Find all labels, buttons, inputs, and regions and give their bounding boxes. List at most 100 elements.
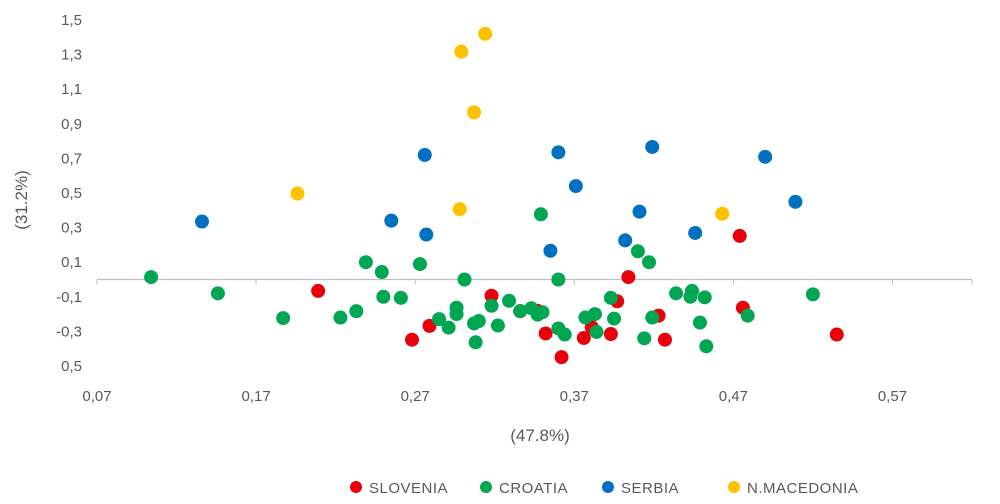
point-slovenia	[405, 332, 419, 347]
point-croatia	[432, 312, 447, 327]
point-croatia	[685, 283, 699, 298]
point-croatia	[669, 286, 684, 301]
point-croatia	[276, 311, 291, 326]
legend: SLOVENIA CROATIA SERBIA N.MACEDONIA	[350, 480, 858, 497]
point-croatia	[533, 207, 548, 222]
point-n-macedonia	[454, 44, 469, 59]
point-slovenia	[311, 283, 326, 298]
point-croatia	[490, 318, 505, 333]
point-croatia	[645, 310, 660, 325]
x-tick-label: 0,47	[719, 388, 748, 405]
point-serbia	[618, 233, 633, 248]
point-croatia	[740, 308, 755, 323]
point-serbia	[568, 179, 583, 194]
point-croatia	[607, 311, 622, 326]
point-slovenia	[732, 228, 747, 243]
point-croatia	[557, 327, 572, 342]
point-slovenia	[538, 326, 553, 341]
point-n-macedonia	[715, 206, 730, 221]
point-croatia	[210, 286, 225, 301]
point-slovenia	[621, 270, 636, 285]
y-tick-label: 1,3	[61, 47, 82, 64]
point-croatia	[393, 290, 408, 305]
y-tick-label: 1,1	[61, 81, 82, 98]
point-croatia	[468, 335, 483, 350]
point-serbia	[551, 145, 566, 160]
point-n-macedonia	[467, 105, 482, 120]
data-points	[144, 26, 844, 365]
point-n-macedonia	[290, 186, 305, 201]
point-n-macedonia	[452, 202, 467, 217]
point-croatia	[587, 307, 602, 322]
point-croatia	[535, 305, 550, 320]
point-croatia	[513, 304, 528, 319]
legend-label-serbia: SERBIA	[621, 480, 679, 497]
legend-label-n-macedonia: N.MACEDONIA	[747, 480, 858, 497]
y-tick-label: 0,5	[61, 358, 82, 375]
legend-label-croatia: CROATIA	[499, 480, 568, 497]
point-serbia	[688, 225, 703, 240]
y-tick-label: 0,9	[61, 116, 82, 133]
point-croatia	[376, 289, 391, 304]
point-serbia	[417, 147, 432, 162]
legend-marker-croatia	[480, 481, 492, 493]
x-tick-label: 0,27	[401, 388, 430, 405]
y-tick-label: 0,1	[61, 254, 82, 271]
point-croatia	[441, 320, 456, 335]
y-tick-label: 0,3	[61, 220, 82, 237]
point-slovenia	[603, 326, 618, 341]
x-tick-label: 0,37	[560, 388, 589, 405]
point-croatia	[589, 324, 604, 339]
x-tick-label: 0,57	[878, 388, 907, 405]
legend-marker-n-macedonia	[728, 481, 740, 493]
point-croatia	[502, 293, 517, 308]
y-tick-label: 0,7	[61, 150, 82, 167]
x-axis-tick-labels: 0,07 0,17 0,27 0,37 0,47 0,57	[82, 388, 907, 405]
point-croatia	[484, 298, 499, 313]
point-croatia	[457, 272, 472, 287]
point-serbia	[645, 139, 660, 154]
point-serbia	[384, 213, 399, 228]
y-axis-label: (31.2%)	[12, 170, 31, 230]
point-croatia	[805, 287, 820, 302]
point-croatia	[349, 304, 364, 319]
x-tick-label: 0,07	[82, 388, 111, 405]
point-croatia	[692, 315, 707, 330]
point-serbia	[632, 204, 647, 219]
point-croatia	[642, 255, 657, 270]
x-axis-label: (47.8%)	[510, 426, 570, 445]
point-croatia	[630, 244, 645, 259]
point-croatia	[333, 310, 348, 325]
point-n-macedonia	[478, 26, 493, 41]
point-croatia	[412, 257, 427, 272]
y-tick-label: 1,5	[61, 12, 82, 29]
point-slovenia	[554, 350, 569, 365]
y-tick-label: -0,1	[56, 289, 82, 306]
y-axis-tick-labels: 1,5 1,3 1,1 0,9 0,7 0,5 0,3 0,1 -0,1 -0,3 0,5	[56, 12, 82, 375]
point-slovenia	[576, 330, 591, 345]
legend-marker-slovenia	[350, 481, 362, 493]
legend-marker-serbia	[602, 481, 614, 493]
point-serbia	[788, 194, 803, 209]
point-croatia	[603, 290, 618, 305]
y-tick-label: 0,5	[61, 185, 82, 202]
point-slovenia	[484, 288, 499, 303]
point-croatia	[471, 314, 486, 329]
point-serbia	[195, 214, 209, 229]
y-tick-label: -0,3	[56, 323, 82, 340]
point-croatia	[637, 331, 652, 346]
x-tick-label: 0,17	[241, 388, 270, 405]
point-croatia	[374, 265, 389, 280]
legend-label-slovenia: SLOVENIA	[369, 480, 448, 497]
point-croatia	[699, 339, 714, 354]
point-serbia	[758, 149, 773, 164]
point-croatia	[358, 255, 373, 270]
point-croatia	[449, 307, 464, 322]
point-croatia	[144, 270, 159, 285]
point-slovenia	[829, 327, 844, 342]
point-slovenia	[657, 332, 672, 347]
point-croatia	[551, 272, 566, 287]
point-serbia	[543, 243, 558, 258]
point-croatia	[697, 290, 712, 305]
